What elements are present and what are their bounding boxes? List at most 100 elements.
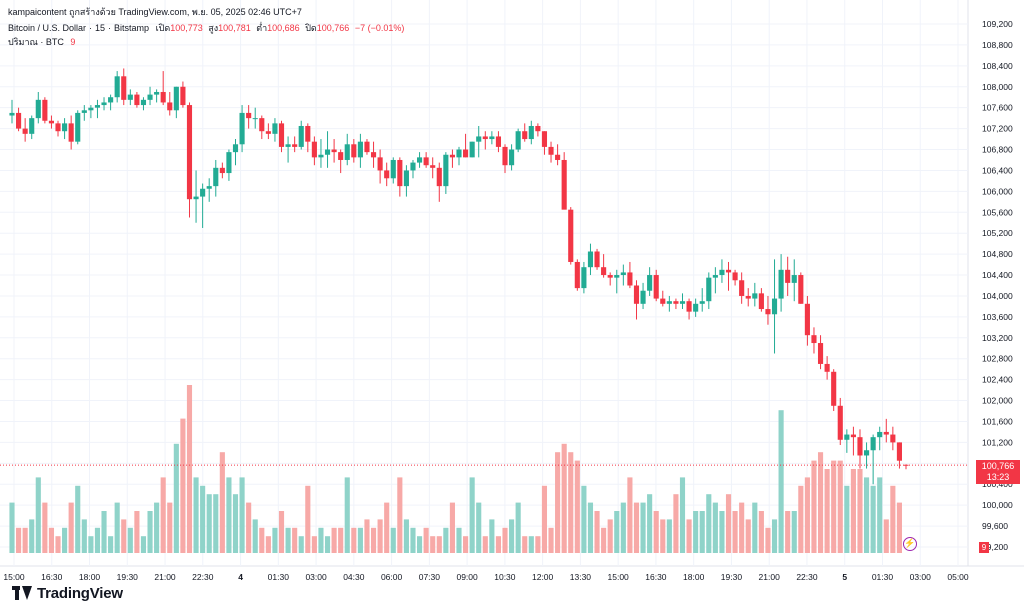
volume-bar — [719, 511, 725, 553]
lightning-icon[interactable]: ⚡ — [903, 537, 917, 551]
candle-body — [883, 431, 889, 435]
volume-bar — [22, 527, 28, 553]
candle-body — [482, 136, 488, 140]
candle-body — [574, 261, 580, 289]
open-label: เปิด — [155, 23, 171, 33]
volume-bar — [817, 452, 824, 553]
candle-body — [653, 275, 659, 299]
volume-bar — [331, 527, 337, 553]
volume-bar — [824, 469, 830, 553]
volume-value: 9 — [70, 37, 76, 47]
volume-bar — [232, 494, 239, 553]
candle-body — [219, 167, 225, 174]
volume-bar — [515, 502, 521, 553]
volume-bar — [890, 485, 896, 553]
volume-bar — [121, 519, 127, 553]
tradingview-logo[interactable]: TradingView — [12, 582, 123, 604]
volume-bar — [614, 511, 620, 553]
volume-bar — [627, 477, 633, 553]
x-tick-label: 16:30 — [645, 572, 667, 582]
volume-bar — [758, 511, 764, 553]
volume-bar — [574, 460, 580, 553]
volume-bar — [384, 502, 390, 553]
candle-body — [489, 136, 495, 140]
candle-body — [877, 431, 883, 438]
candle-body — [246, 112, 252, 119]
candle-body — [239, 112, 245, 145]
volume-bar — [587, 502, 594, 553]
x-tick-label: 01:30 — [872, 572, 894, 582]
candle-body — [555, 154, 561, 160]
volume-bar — [561, 443, 567, 553]
x-tick-label: 07:30 — [419, 572, 441, 582]
x-tick-label: 19:30 — [117, 572, 139, 582]
candle-body — [633, 285, 640, 304]
candle-body — [587, 251, 594, 268]
candle-body — [35, 99, 41, 119]
candle-body — [495, 136, 502, 147]
volume-bar — [16, 527, 22, 553]
volume-bar — [456, 527, 462, 553]
volume-bar — [55, 536, 61, 553]
volume-bar — [896, 502, 902, 553]
candle-body — [292, 144, 298, 147]
candle-body — [68, 123, 74, 142]
volume-bar — [285, 527, 291, 553]
volume-bar — [476, 502, 482, 553]
x-tick-label: 15:00 — [3, 572, 25, 582]
volume-bar — [640, 502, 646, 553]
x-tick-label: 01:30 — [268, 572, 290, 582]
volume-bar — [732, 511, 738, 553]
candle-body — [75, 112, 81, 142]
candle-body — [673, 301, 679, 304]
chart-legend: kampaicontent ถูกสร้างด้วย TradingView.c… — [8, 0, 968, 48]
x-tick-label: 10:30 — [494, 572, 516, 582]
x-tick-label: 4 — [238, 572, 243, 582]
x-tick-label: 12:00 — [532, 572, 554, 582]
volume-bar — [29, 519, 35, 553]
candle-body — [48, 120, 55, 124]
candle-body — [515, 131, 521, 150]
candle-body — [213, 167, 219, 187]
candle-body — [857, 437, 863, 456]
candle-body — [193, 196, 199, 200]
y-tick-label: 107,200 — [982, 124, 1013, 134]
candle-body — [541, 131, 548, 147]
candle-body — [94, 105, 101, 108]
symbol-name[interactable]: Bitcoin / U.S. Dollar — [8, 23, 87, 33]
x-tick-label: 05:00 — [947, 572, 969, 582]
volume-bar — [495, 536, 502, 553]
candle-body — [410, 162, 416, 171]
candle-body — [154, 91, 160, 95]
y-tick-label: 101,600 — [982, 416, 1013, 426]
exchange: Bitstamp — [114, 23, 150, 33]
candle-body — [850, 434, 856, 438]
candle-body — [443, 154, 449, 187]
volume-bar — [344, 477, 350, 553]
candle-body — [331, 149, 337, 153]
x-tick-label: 19:30 — [721, 572, 743, 582]
volume-bar — [706, 494, 712, 553]
candle-body — [712, 275, 718, 278]
bar-countdown: 13:23 — [986, 472, 1010, 482]
candle-body — [568, 209, 574, 262]
volume-bar — [206, 494, 212, 553]
volume-bar — [305, 485, 311, 553]
volume-bar — [883, 519, 889, 553]
candle-body — [160, 91, 166, 103]
candle-body — [134, 94, 140, 106]
volume-bar — [863, 477, 870, 553]
candle-body — [844, 434, 850, 440]
volume-bar — [397, 477, 403, 553]
candle-body — [364, 141, 370, 153]
volume-bar — [778, 410, 784, 553]
volume-bar — [633, 502, 640, 553]
interval[interactable]: 15 — [95, 23, 106, 33]
volume-bar — [252, 519, 258, 553]
x-tick-label: 13:30 — [570, 572, 592, 582]
candle-body — [16, 112, 22, 129]
y-tick-label: 105,600 — [982, 207, 1013, 217]
candle-body — [121, 76, 127, 100]
volume-bar — [101, 511, 107, 553]
